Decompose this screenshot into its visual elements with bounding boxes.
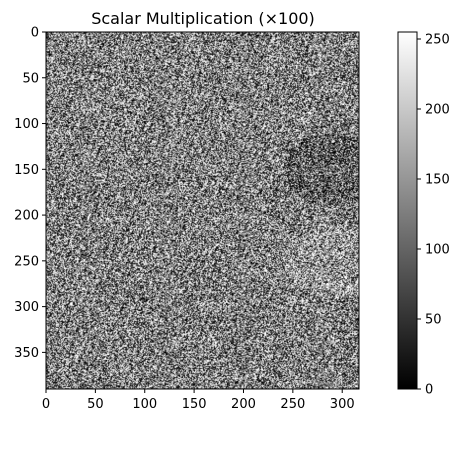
x-tick-label: 100 xyxy=(132,397,157,412)
colorbar-axis: 0 50 100 150 200 250 xyxy=(417,33,450,398)
x-tick-label: 150 xyxy=(182,397,207,412)
x-tick-label: 0 xyxy=(42,397,50,412)
y-tick-label: 350 xyxy=(14,346,39,361)
colorbar xyxy=(397,31,418,390)
colorbar-tick-label: 150 xyxy=(425,173,450,188)
y-tick-label: 0 xyxy=(31,26,39,41)
y-tick-label: 200 xyxy=(14,209,39,224)
image-frame xyxy=(45,31,360,390)
y-tick-label: 300 xyxy=(14,300,39,315)
colorbar-tick-label: 250 xyxy=(425,33,450,48)
colorbar-tick-label: 0 xyxy=(425,383,433,398)
y-tick-label: 150 xyxy=(14,163,39,178)
x-tick-label: 250 xyxy=(280,397,305,412)
y-tick-label: 100 xyxy=(14,117,39,132)
y-tick-label: 50 xyxy=(22,71,39,86)
colorbar-tick-label: 100 xyxy=(425,243,450,258)
y-tick-label: 250 xyxy=(14,254,39,269)
chart-title: Scalar Multiplication (×100) xyxy=(91,9,315,28)
x-tick-label: 200 xyxy=(231,397,256,412)
heatmap-image xyxy=(46,32,359,389)
colorbar-tick-label: 200 xyxy=(425,103,450,118)
image-area xyxy=(46,32,359,389)
x-axis: 0 50 100 150 200 250 300 xyxy=(42,389,355,412)
y-axis: 0 50 100 150 200 250 300 350 xyxy=(14,26,46,361)
colorbar-tick-label: 50 xyxy=(425,313,442,328)
x-tick-label: 300 xyxy=(330,397,355,412)
x-tick-label: 50 xyxy=(87,397,104,412)
